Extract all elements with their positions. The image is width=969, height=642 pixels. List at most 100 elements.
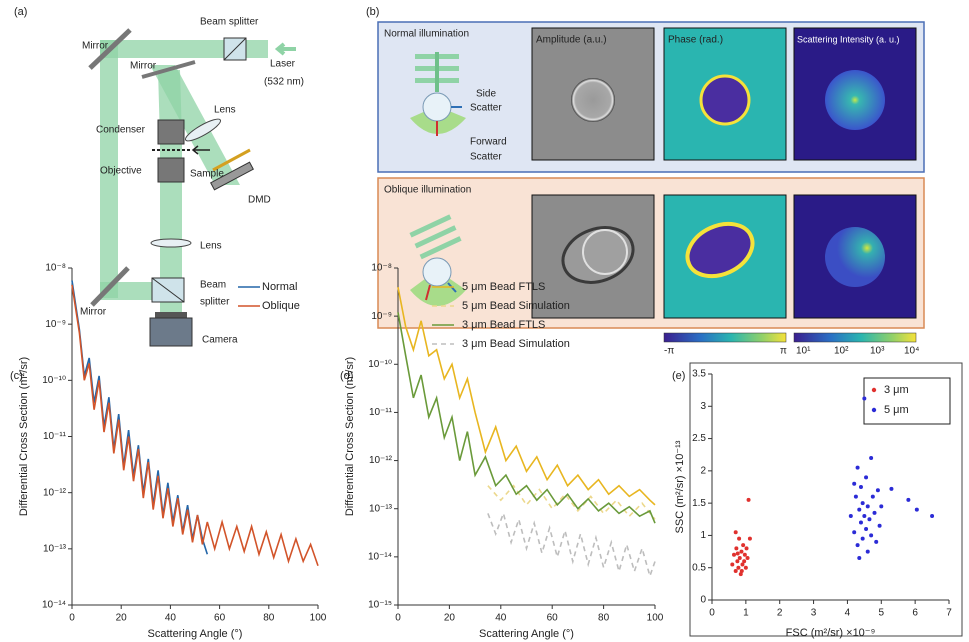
legend-box	[863, 377, 951, 425]
point	[870, 494, 875, 499]
point	[737, 536, 742, 541]
colorbar-label: 10³	[870, 346, 885, 357]
point	[736, 565, 741, 570]
y-tick-label: 10⁻¹³	[369, 503, 393, 514]
legend-swatch	[871, 407, 877, 413]
point	[906, 497, 911, 502]
image-title: Scattering Intensity (a. u.)	[797, 34, 900, 44]
point	[862, 396, 867, 401]
point	[743, 565, 748, 570]
point	[855, 543, 860, 548]
point	[862, 514, 867, 519]
legend-label: 3 μm	[884, 384, 909, 396]
point	[869, 533, 874, 538]
label: Laser	[270, 59, 296, 70]
point	[742, 552, 747, 557]
point	[853, 494, 858, 499]
point	[732, 552, 737, 557]
point	[737, 556, 742, 561]
label: Camera	[202, 335, 238, 346]
point	[930, 514, 935, 519]
point	[742, 559, 747, 564]
label: Side	[476, 89, 496, 100]
x-tick-label: 2	[777, 608, 783, 619]
point	[744, 546, 749, 551]
label: DMD	[248, 195, 271, 206]
point	[857, 556, 862, 561]
panel-frame	[689, 362, 963, 637]
y-tick-label: 10⁻¹³	[43, 543, 67, 554]
data-line	[397, 312, 656, 524]
point	[747, 536, 752, 541]
y-tick-label: 10⁻¹²	[43, 487, 67, 498]
y-axis-label: Differential Cross Section (m²/sr)	[18, 357, 30, 516]
y-tick-label: 10⁻¹⁴	[368, 551, 392, 562]
legend-label: 5 μm	[884, 404, 909, 416]
data-line	[397, 287, 656, 506]
y-tick-label: 10⁻⁹	[45, 319, 66, 330]
point	[865, 549, 870, 554]
y-tick-label: 10⁻⁹	[371, 311, 392, 322]
y-tick-label: 10⁻¹¹	[43, 431, 67, 442]
colorbar-label: π	[780, 346, 787, 357]
y-axis-label: SSC (m²/sr) ×10⁻¹³	[674, 440, 686, 533]
point	[879, 504, 884, 509]
y-axis-label: Differential Cross Section (m²/sr)	[344, 357, 356, 516]
point	[865, 504, 870, 509]
label: Mirror	[80, 307, 107, 318]
imaging-panel: Normal illumination Oblique illumination…	[377, 21, 925, 357]
point	[860, 536, 865, 541]
point	[864, 475, 869, 480]
point	[858, 485, 863, 489]
point	[741, 543, 746, 548]
optical-setup: Mirror Beam splitter Laser (532 nm) Mirr…	[80, 17, 304, 347]
data-line	[487, 510, 656, 579]
point	[914, 507, 919, 512]
legend-label: Oblique	[262, 300, 300, 312]
point	[889, 486, 894, 491]
legend-label: 5 μm Bead FTLS	[462, 281, 545, 293]
x-tick-label: 4	[845, 608, 851, 619]
x-tick-label: 5	[879, 608, 885, 619]
label: Objective	[100, 166, 142, 177]
y-tick-label: 10⁻¹¹	[369, 407, 393, 418]
point	[746, 497, 751, 502]
x-tick-label: 80	[263, 613, 275, 624]
point	[745, 556, 750, 561]
colorbar-label: 10²	[834, 346, 849, 357]
colorbar-label: -π	[664, 346, 674, 357]
y-tick-label: 2	[700, 465, 706, 476]
y-tick-label: 0	[700, 595, 706, 606]
y-tick-label: 1.5	[692, 498, 706, 509]
point	[872, 510, 877, 515]
label: Forward	[470, 137, 507, 148]
panel-label: (a)	[14, 6, 27, 18]
legend-label: Normal	[262, 281, 297, 293]
label: Scatter	[470, 152, 502, 163]
x-tick-label: 0	[709, 608, 715, 619]
label: Beam	[200, 280, 226, 291]
x-tick-label: 0	[395, 613, 401, 624]
image-title: Amplitude (a.u.)	[536, 35, 607, 46]
x-tick-label: 60	[547, 613, 559, 624]
y-tick-label: 0.5	[692, 562, 706, 573]
point	[733, 568, 738, 573]
x-tick-label: 40	[495, 613, 507, 624]
point	[738, 572, 743, 577]
point	[855, 465, 860, 470]
label: Lens	[200, 241, 222, 252]
x-tick-label: 80	[598, 613, 610, 624]
label: splitter	[200, 297, 230, 308]
data-line	[487, 484, 656, 520]
x-tick-label: 20	[444, 613, 456, 624]
label: (532 nm)	[264, 77, 304, 88]
point	[739, 549, 744, 554]
legend-label: 5 μm Bead Simulation	[462, 300, 570, 312]
point	[857, 507, 862, 512]
y-tick-label: 3.5	[692, 369, 706, 380]
point	[735, 559, 740, 564]
x-tick-label: 6	[912, 608, 918, 619]
y-tick-label: 10⁻⁸	[371, 263, 392, 274]
x-tick-label: 100	[310, 613, 327, 624]
x-tick-label: 7	[946, 608, 952, 619]
